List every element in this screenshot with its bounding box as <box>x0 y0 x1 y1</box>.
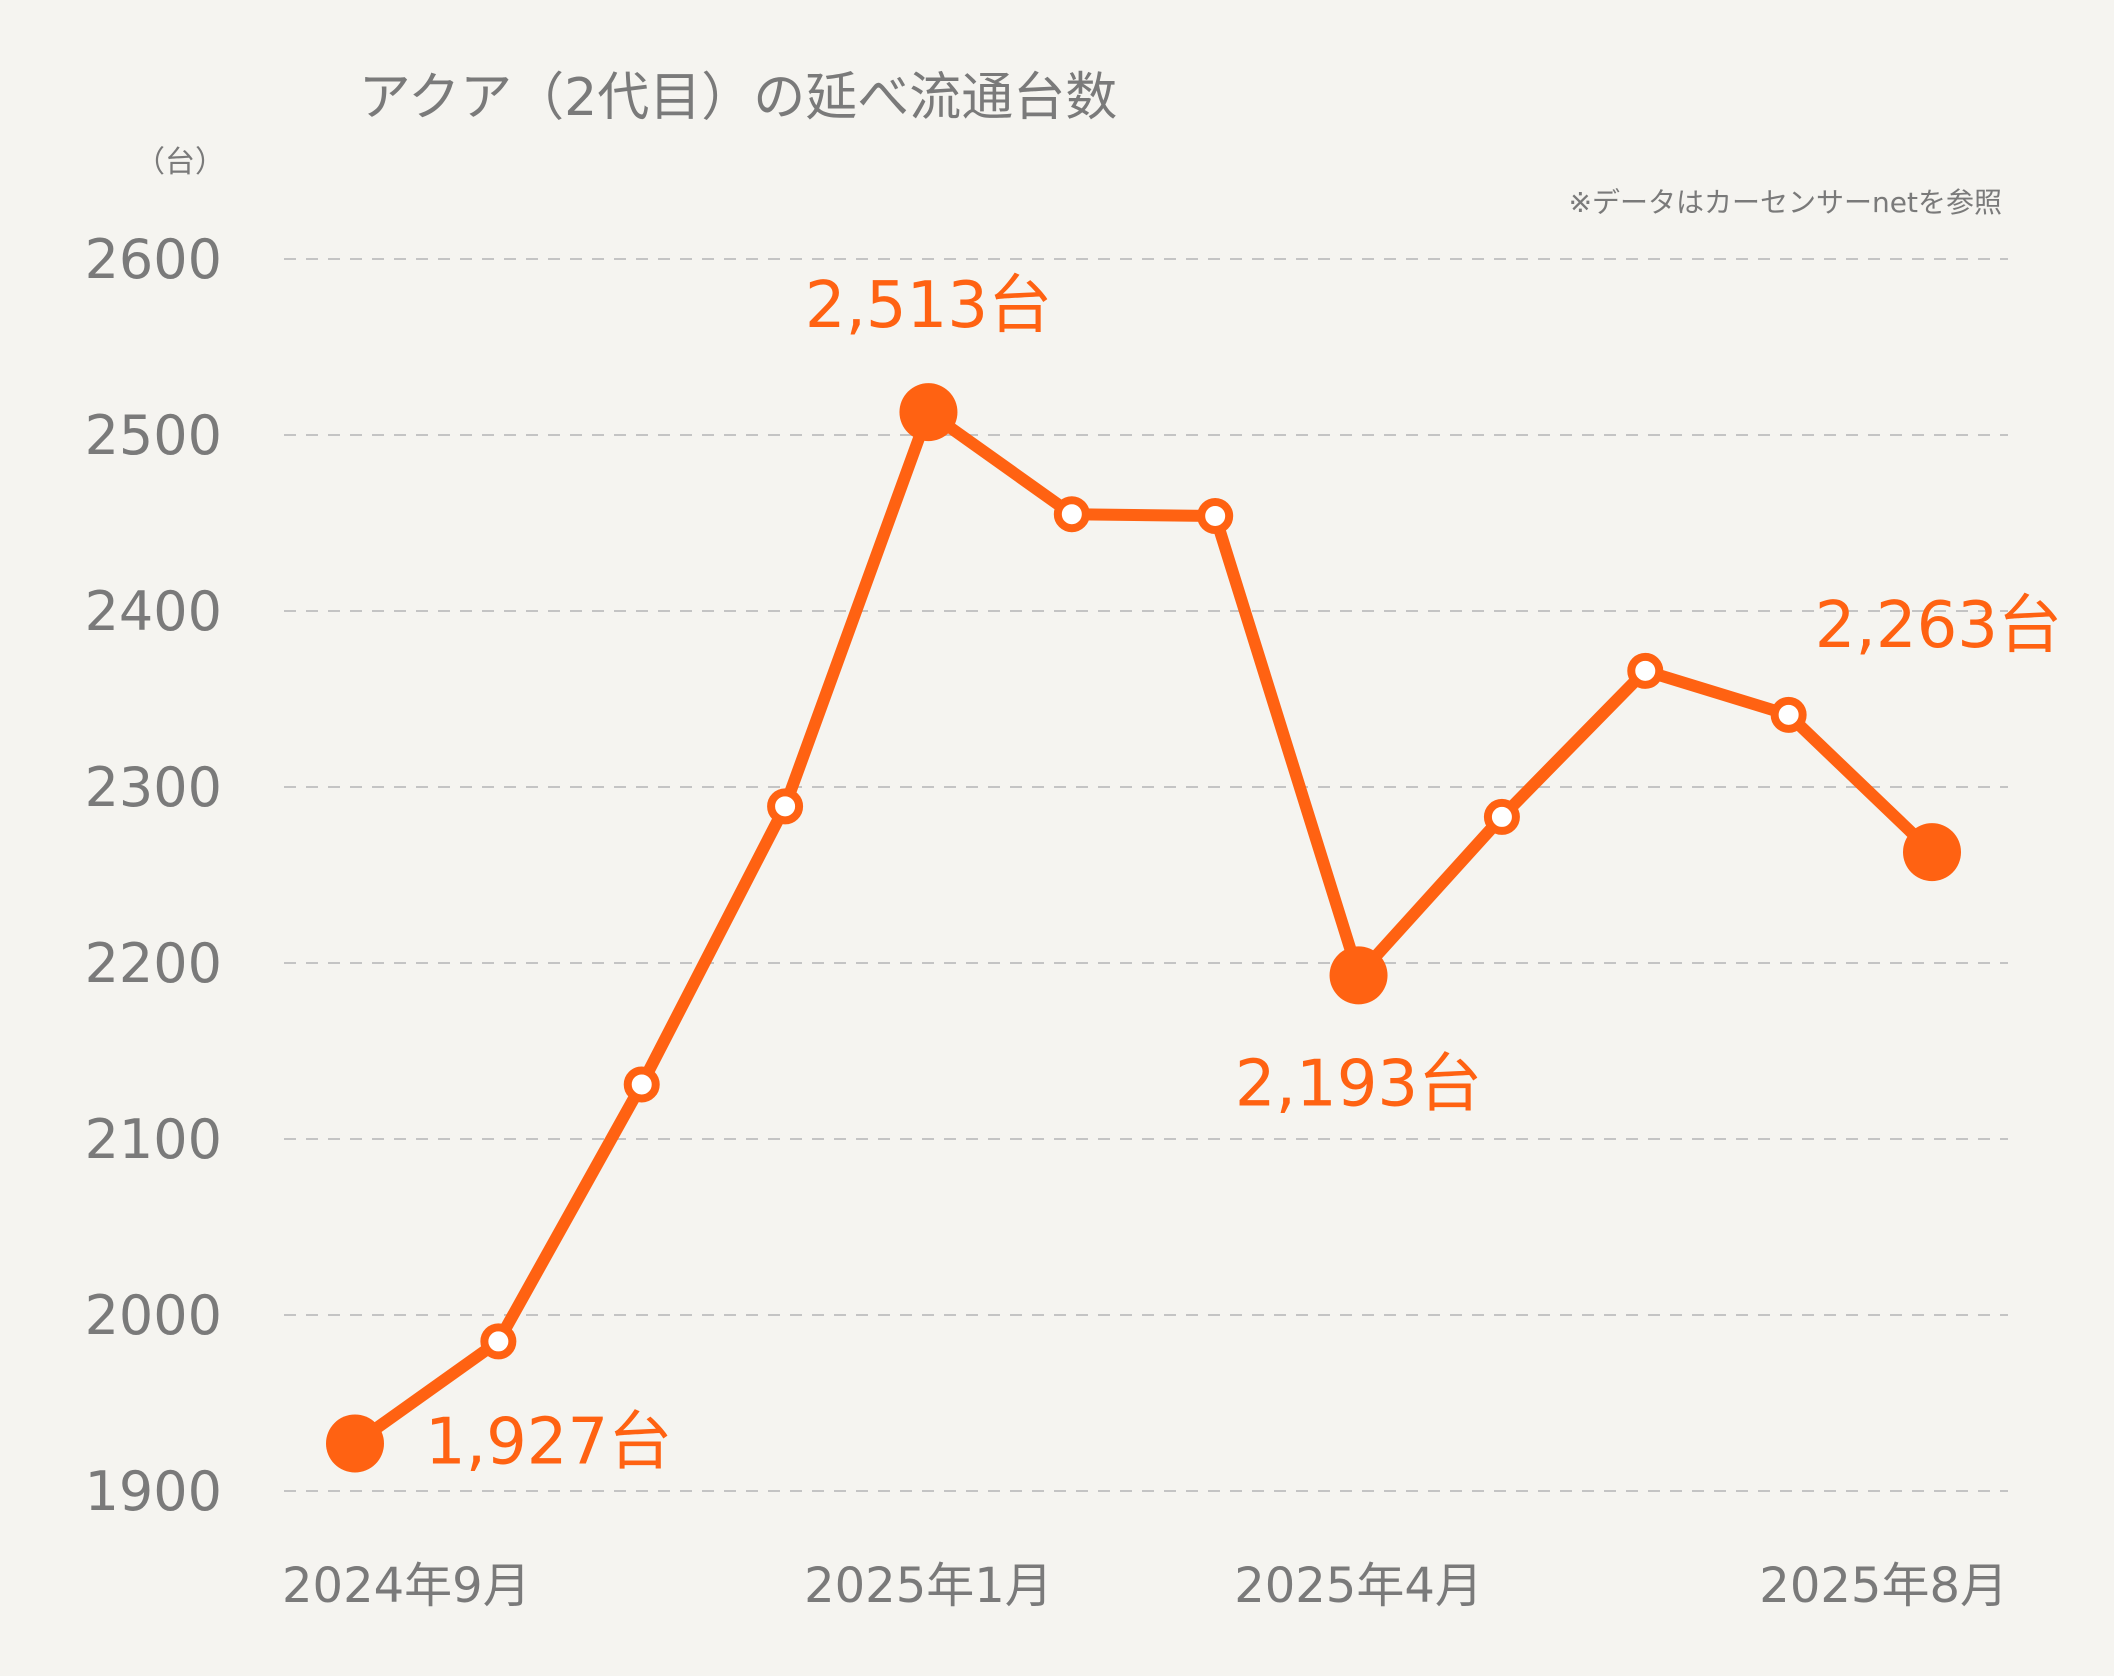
data-points <box>326 383 1961 1473</box>
series-line <box>349 406 1938 1450</box>
data-point <box>1053 496 1090 533</box>
x-tick-label: 2025年8月 <box>1759 1558 2008 1614</box>
highlight-point <box>899 383 958 442</box>
highlight-point <box>326 1414 384 1473</box>
data-point <box>1483 798 1520 835</box>
highlight-point <box>1903 823 1961 882</box>
data-point <box>1770 696 1807 733</box>
y-tick-label: 2400 <box>85 580 222 643</box>
data-label: 2,193台 <box>1235 1047 1482 1121</box>
x-tick-label: 2025年1月 <box>804 1558 1053 1614</box>
x-axis-ticks: 2024年9月 2025年1月 2025年4月 2025年8月 <box>282 1558 2008 1614</box>
data-point <box>1197 497 1234 534</box>
data-label: 2,263台 <box>1815 589 2062 663</box>
y-tick-label: 2100 <box>85 1108 222 1171</box>
y-tick-label: 1900 <box>85 1460 222 1523</box>
data-label: 2,513台 <box>805 269 1052 343</box>
series-line-group <box>349 406 1938 1450</box>
chart-title: アクア（2代目）の延べ流通台数 <box>359 68 1118 128</box>
y-tick-label: 2000 <box>85 1284 222 1347</box>
y-tick-label: 2600 <box>85 228 222 291</box>
data-point <box>767 788 804 825</box>
x-tick-label: 2024年9月 <box>282 1558 531 1614</box>
highlight-point <box>1329 946 1388 1005</box>
data-labels: 1,927台 2,513台 2,193台 2,263台 <box>425 269 2062 1479</box>
y-tick-label: 2200 <box>85 932 222 995</box>
x-tick-label: 2025年4月 <box>1234 1558 1483 1614</box>
source-note: ※データはカーセンサーnetを参照 <box>1569 186 2002 219</box>
data-point <box>623 1066 660 1103</box>
data-label: 1,927台 <box>425 1405 672 1479</box>
y-tick-label: 2300 <box>85 756 222 819</box>
gridlines <box>284 258 2008 1492</box>
data-point <box>1627 652 1664 689</box>
y-unit-label: （台） <box>135 145 225 180</box>
y-tick-label: 2500 <box>85 404 222 467</box>
y-axis-ticks: 1900 2000 2100 2200 2300 2400 2500 2600 <box>85 228 222 1523</box>
data-point <box>480 1323 517 1360</box>
